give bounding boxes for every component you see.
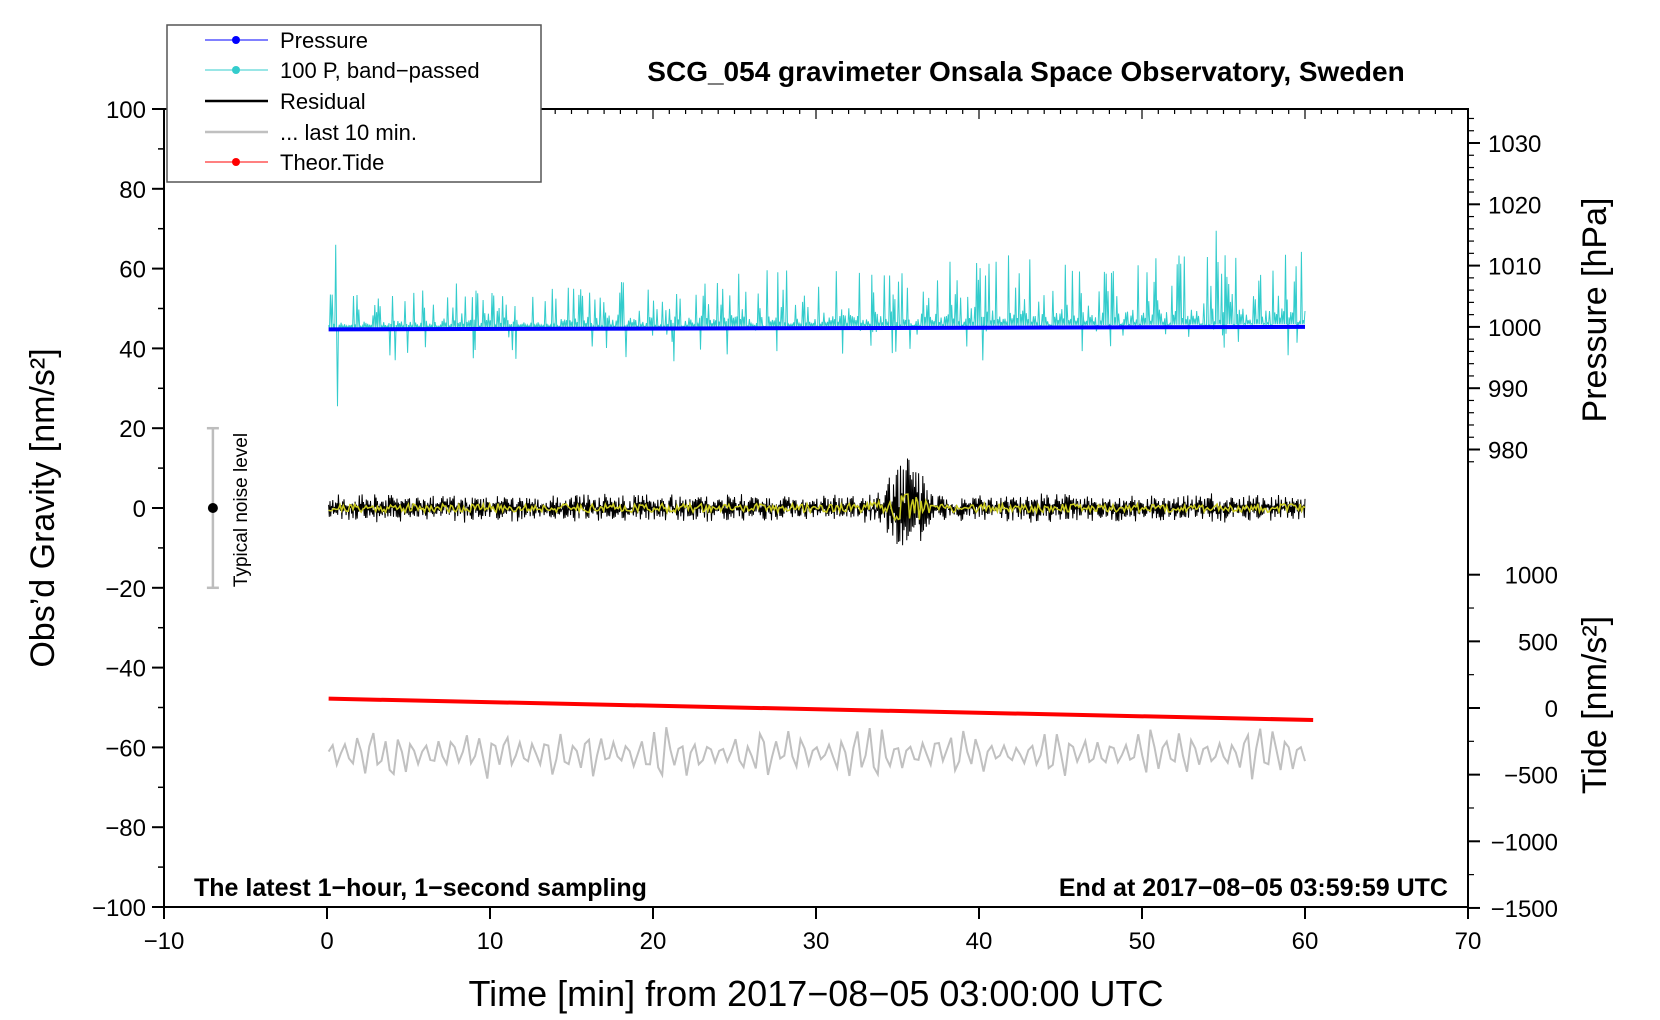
pressure-tick-label: 1030 bbox=[1488, 131, 1541, 158]
series-last-10-min bbox=[327, 727, 1306, 780]
y-tick-label: −80 bbox=[105, 815, 146, 842]
x-tick-label: 10 bbox=[477, 928, 504, 955]
legend-swatch-marker bbox=[232, 66, 240, 74]
legend: Pressure 100 P, band−passed Residual ...… bbox=[166, 24, 542, 183]
axes-layer: −10 0 10 20 30 40 50 60 70−100−80−60−40−20020406… bbox=[92, 97, 1558, 955]
legend-swatch-marker bbox=[232, 158, 240, 166]
legend-swatch-marker bbox=[232, 36, 240, 44]
x-tick-label: 70 bbox=[1455, 928, 1482, 955]
bottom-left-note: The latest 1−hour, 1−second sampling bbox=[194, 874, 647, 902]
legend-label: 100 P, band−passed bbox=[280, 58, 480, 83]
pressure-tick-label: 1020 bbox=[1488, 192, 1541, 219]
y-tick-label: −20 bbox=[105, 576, 146, 603]
series-pressure bbox=[328, 324, 1306, 332]
noise-bar bbox=[206, 426, 219, 590]
noise-bar-label: Typical noise level bbox=[231, 433, 252, 587]
tide-tick-label: −1500 bbox=[1491, 896, 1558, 923]
pressure-tick-label: 1010 bbox=[1488, 254, 1541, 281]
y-axis-label-pressure: Pressure [hPa] bbox=[1576, 198, 1614, 423]
tide-tick-label: 0 bbox=[1545, 696, 1558, 723]
series-residual bbox=[328, 458, 1306, 546]
y-tick-label: −40 bbox=[105, 656, 146, 683]
y-axis-label-left: Obs’d Gravity [nm/s²] bbox=[24, 348, 62, 667]
legend-box bbox=[166, 24, 542, 183]
y-tick-label: 60 bbox=[119, 257, 146, 284]
y-tick-label: 40 bbox=[119, 336, 146, 363]
y-axis-label-tide: Tide [nm/s²] bbox=[1576, 616, 1614, 794]
pressure-tick-label: 1000 bbox=[1488, 315, 1541, 342]
y-tick-label: 100 bbox=[106, 97, 146, 124]
legend-label: ... last 10 min. bbox=[280, 120, 417, 145]
bottom-right-note: End at 2017−08−05 03:59:59 UTC bbox=[1059, 874, 1448, 902]
legend-label: Residual bbox=[280, 89, 366, 114]
legend-label: Theor.Tide bbox=[280, 150, 384, 175]
x-tick-label: 40 bbox=[966, 928, 993, 955]
x-tick-label: 20 bbox=[640, 928, 667, 955]
series-band-passed-pressure bbox=[328, 230, 1306, 407]
tide-tick-label: 500 bbox=[1518, 629, 1558, 656]
y-tick-label: −60 bbox=[105, 735, 146, 762]
tide-tick-label: 1000 bbox=[1505, 563, 1558, 590]
pressure-tick-label: 980 bbox=[1488, 438, 1528, 465]
series-residual-smoothed bbox=[328, 493, 1306, 522]
y-tick-label: 20 bbox=[119, 416, 146, 443]
x-tick-label: 50 bbox=[1129, 928, 1156, 955]
x-axis-label: Time [min] from 2017−08−05 03:00:00 UTC bbox=[468, 973, 1163, 1014]
x-tick-label: 0 bbox=[320, 928, 333, 955]
y-tick-label: −100 bbox=[92, 895, 146, 922]
noise-bar-center-dot bbox=[207, 503, 218, 513]
pressure-tick-label: 990 bbox=[1488, 376, 1528, 403]
series-theoretical-tide bbox=[328, 696, 1314, 722]
x-tick-label: 30 bbox=[803, 928, 830, 955]
series-layer bbox=[327, 230, 1314, 780]
legend-label: Pressure bbox=[280, 28, 368, 53]
tide-tick-label: −500 bbox=[1504, 763, 1558, 790]
x-tick-label: 60 bbox=[1292, 928, 1319, 955]
y-tick-label: 0 bbox=[133, 496, 146, 523]
tide-tick-label: −1000 bbox=[1491, 829, 1558, 856]
y-tick-label: 80 bbox=[119, 177, 146, 204]
chart-title: SCG_054 gravimeter Onsala Space Observat… bbox=[647, 56, 1404, 87]
x-tick-label: −10 bbox=[144, 928, 185, 955]
